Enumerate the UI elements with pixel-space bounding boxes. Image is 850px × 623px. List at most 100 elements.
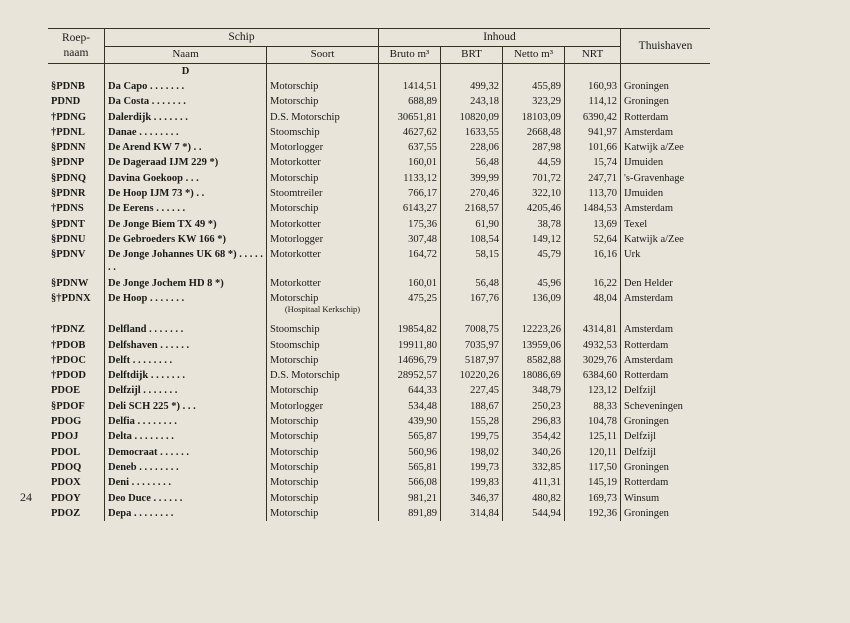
section-spacer [378,64,440,79]
row-bruto: 644,33 [378,383,440,398]
row-code: PDOZ [48,506,104,521]
row-code: PDOQ [48,460,104,475]
row-brt: 228,06 [440,140,502,155]
col-inhoud-header: Inhoud [378,28,620,46]
row-netto: 13959,06 [502,337,564,352]
row-soort: Motorschip [266,94,378,109]
row-netto: 411,31 [502,475,564,490]
row-netto: 12223,26 [502,322,564,337]
row-bruto: 637,55 [378,140,440,155]
row-code: §†PDNX [48,291,104,316]
row-naam: Delfshaven . . . . . . [104,337,266,352]
row-naam: De Hoop . . . . . . . [104,291,266,316]
row-thuis: Amsterdam [620,322,710,337]
row-naam: De Arend KW 7 *) . . [104,140,266,155]
row-netto: 296,83 [502,414,564,429]
row-code: PDOY [48,491,104,506]
row-bruto: 981,21 [378,491,440,506]
row-netto: 340,26 [502,445,564,460]
row-bruto: 766,17 [378,186,440,201]
row-brt: 155,28 [440,414,502,429]
row-netto: 45,79 [502,247,564,275]
row-soort: Motorkotter [266,217,378,232]
row-naam: Depa . . . . . . . . [104,506,266,521]
row-code: §PDOF [48,399,104,414]
row-bruto: 475,25 [378,291,440,316]
row-naam: Deo Duce . . . . . . [104,491,266,506]
row-soort: Motorkotter [266,276,378,291]
row-soort: Stoomtreiler [266,186,378,201]
row-naam: De Jonge Jochem HD 8 *) [104,276,266,291]
row-soort: D.S. Motorschip [266,368,378,383]
col-soort-header: Soort [266,46,378,64]
row-naam: Delftdijk . . . . . . . [104,368,266,383]
row-soort: Stoomschip [266,125,378,140]
row-brt: 499,32 [440,79,502,94]
section-spacer [502,64,564,79]
section-spacer [564,64,620,79]
row-brt: 270,46 [440,186,502,201]
row-naam: De Gebroeders KW 166 *) [104,232,266,247]
row-brt: 56,48 [440,155,502,170]
row-brt: 2168,57 [440,201,502,216]
section-spacer [440,64,502,79]
row-bruto: 688,89 [378,94,440,109]
row-netto: 480,82 [502,491,564,506]
row-bruto: 160,01 [378,276,440,291]
row-soort: Motorschip [266,383,378,398]
ship-table: Roep-naamSchipInhoudThuishavenNaamSoortB… [48,28,818,521]
row-thuis: Amsterdam [620,125,710,140]
row-nrt: 104,78 [564,414,620,429]
row-soort: Motorschip [266,460,378,475]
row-thuis: Katwijk a/Zee [620,232,710,247]
row-soort: Motorschip [266,201,378,216]
row-brt: 167,76 [440,291,502,316]
col-thuis-header: Thuishaven [620,28,710,64]
row-soort: Motorlogger [266,232,378,247]
row-soort: D.S. Motorschip [266,109,378,124]
row-soort: Motorschip [266,475,378,490]
row-brt: 199,73 [440,460,502,475]
row-naam: De Dageraad IJM 229 *) [104,155,266,170]
row-nrt: 6384,60 [564,368,620,383]
row-code: PDOL [48,445,104,460]
row-brt: 5187,97 [440,353,502,368]
row-brt: 243,18 [440,94,502,109]
row-thuis: Scheveningen [620,399,710,414]
row-bruto: 175,36 [378,217,440,232]
row-nrt: 88,33 [564,399,620,414]
row-thuis: Winsum [620,491,710,506]
row-naam: Deni . . . . . . . . [104,475,266,490]
row-netto: 8582,88 [502,353,564,368]
row-nrt: 117,50 [564,460,620,475]
row-bruto: 14696,79 [378,353,440,368]
row-thuis: Groningen [620,414,710,429]
row-brt: 199,75 [440,429,502,444]
row-thuis: Amsterdam [620,291,710,316]
row-thuis: IJmuiden [620,186,710,201]
row-netto: 455,89 [502,79,564,94]
row-bruto: 534,48 [378,399,440,414]
row-nrt: 192,36 [564,506,620,521]
row-code: PDOJ [48,429,104,444]
row-nrt: 125,11 [564,429,620,444]
row-naam: De Hoop IJM 73 *) . . [104,186,266,201]
row-bruto: 307,48 [378,232,440,247]
row-netto: 4205,46 [502,201,564,216]
col-nrt-header: NRT [564,46,620,64]
ship-register-page: Roep-naamSchipInhoudThuishavenNaamSoortB… [48,28,818,521]
row-thuis: Groningen [620,94,710,109]
row-nrt: 169,73 [564,491,620,506]
hospitaal-note: (Hospitaal Kerkschip) [270,304,375,315]
row-soort: Motorschip [266,414,378,429]
col-netto-header: Netto m³ [502,46,564,64]
row-naam: De Jonge Biem TX 49 *) [104,217,266,232]
col-roep-header: Roep-naam [48,28,104,64]
row-netto: 701,72 [502,171,564,186]
row-nrt: 160,93 [564,79,620,94]
row-thuis: Rotterdam [620,475,710,490]
row-nrt: 1484,53 [564,201,620,216]
row-naam: Delfia . . . . . . . . [104,414,266,429]
row-bruto: 1133,12 [378,171,440,186]
row-nrt: 16,16 [564,247,620,275]
